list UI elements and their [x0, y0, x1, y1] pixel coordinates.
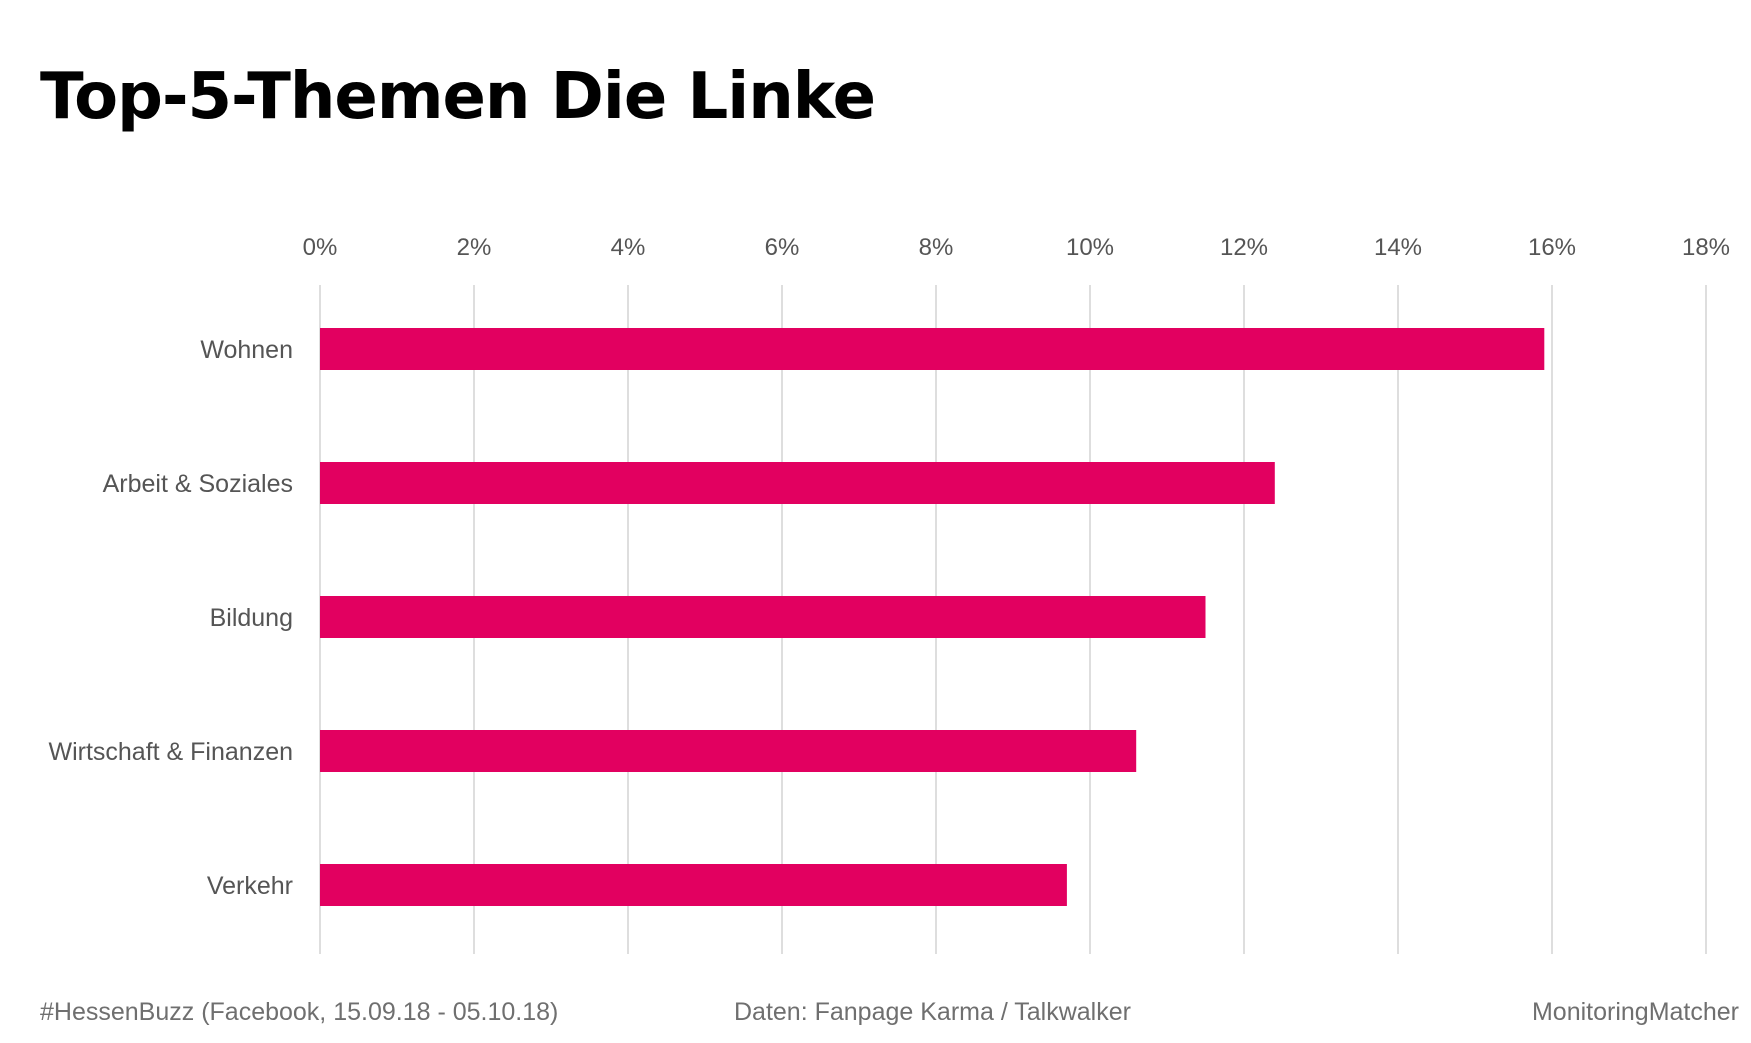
category-label: Bildung	[210, 604, 293, 632]
x-axis-tick-labels: 0% 2% 4% 6% 8% 10% 12% 14% 16% 18%	[303, 234, 1730, 261]
bar-verkehr	[320, 864, 1067, 906]
x-tick-label: 12%	[1220, 234, 1268, 261]
bars	[320, 328, 1545, 906]
category-labels: Wohnen Arbeit & Soziales Bildung Wirtschaft…	[48, 336, 293, 900]
bar-wohnen	[320, 328, 1545, 370]
bar-arbeit-soziales	[320, 462, 1275, 504]
page-title: Top-5-Themen Die Linke	[40, 60, 876, 134]
bar-wirtschaft-finanzen	[320, 730, 1137, 772]
category-label: Verkehr	[207, 872, 293, 900]
x-tick-label: 10%	[1066, 234, 1114, 261]
category-label: Wirtschaft & Finanzen	[48, 738, 293, 766]
category-label: Wohnen	[200, 336, 293, 364]
x-tick-label: 8%	[919, 234, 954, 261]
x-tick-label: 14%	[1374, 234, 1422, 261]
x-tick-label: 4%	[611, 234, 646, 261]
x-tick-label: 2%	[457, 234, 492, 261]
x-tick-label: 18%	[1682, 234, 1730, 261]
footer-hashtag-source: #HessenBuzz (Facebook, 15.09.18 - 05.10.…	[40, 998, 559, 1026]
footer-data-credit: Daten: Fanpage Karma / Talkwalker	[734, 998, 1131, 1026]
x-tick-label: 16%	[1528, 234, 1576, 261]
x-tick-label: 0%	[303, 234, 338, 261]
bar-bildung	[320, 596, 1206, 638]
footer-brand: MonitoringMatcher	[1531, 998, 1739, 1026]
category-label: Arbeit & Soziales	[103, 470, 293, 498]
x-tick-label: 6%	[765, 234, 800, 261]
